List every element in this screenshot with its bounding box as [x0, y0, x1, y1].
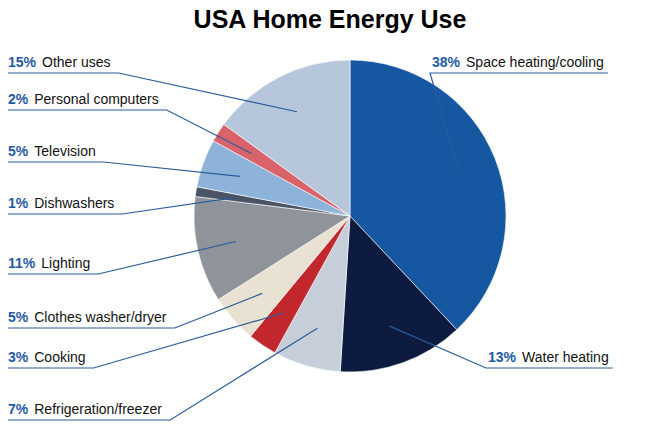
data-label: 13% Water heating: [488, 349, 609, 365]
value-label: 38%: [432, 54, 461, 70]
category-label: Other uses: [42, 54, 110, 70]
labels: 38% Space heating/cooling 13% Water heating…: [8, 54, 609, 417]
category-label: Water heating: [522, 349, 609, 365]
category-label: Space heating/cooling: [466, 54, 604, 70]
leader-line: [8, 242, 236, 274]
leader-line: [8, 162, 240, 176]
category-label: Personal computers: [34, 91, 159, 107]
leader-lines: [8, 73, 613, 420]
slice: [340, 216, 457, 372]
background: [0, 0, 650, 436]
data-label: 11% Lighting: [8, 255, 90, 271]
value-label: 3%: [8, 349, 29, 365]
title: USA Home Energy Use: [194, 5, 467, 33]
value-label: 15%: [8, 54, 37, 70]
value-label: 13%: [488, 349, 517, 365]
data-label: 2% Personal computers: [8, 91, 159, 107]
leader-line: [430, 73, 608, 173]
category-label: Lighting: [41, 255, 90, 271]
data-label: 15% Other uses: [8, 54, 111, 70]
chart: USA Home Energy Use 38% Space heating/cool…: [0, 0, 650, 436]
data-label: 3% Cooking: [8, 349, 86, 365]
value-label: 5%: [8, 309, 29, 325]
data-label: 5% Television: [8, 143, 96, 159]
leader-line: [390, 326, 613, 368]
value-label: 2%: [8, 91, 29, 107]
data-label: 5% Clothes washer/dryer: [8, 309, 167, 325]
leader-line: [8, 293, 262, 328]
value-label: 11%: [8, 255, 36, 271]
value-label: 7%: [8, 401, 29, 417]
category-label: Dishwashers: [34, 195, 114, 211]
value-label: 1%: [8, 195, 29, 211]
value-label: 5%: [8, 143, 29, 159]
data-label: 1% Dishwashers: [8, 195, 114, 211]
leader-line: [8, 328, 317, 420]
category-label: Television: [34, 143, 95, 159]
category-label: Clothes washer/dryer: [34, 309, 167, 325]
category-label: Cooking: [34, 349, 85, 365]
data-label: 7% Refrigeration/freezer: [8, 401, 162, 417]
data-label: 38% Space heating/cooling: [432, 54, 604, 70]
slice: [224, 60, 350, 216]
category-label: Refrigeration/freezer: [34, 401, 162, 417]
leader-line: [8, 73, 297, 112]
